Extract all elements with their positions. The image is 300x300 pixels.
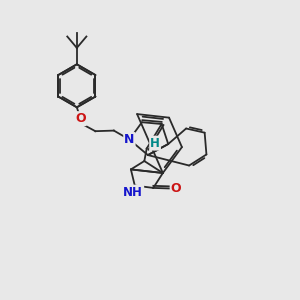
Text: NH: NH	[123, 186, 143, 199]
Text: O: O	[75, 112, 86, 125]
Text: H: H	[150, 136, 160, 150]
Text: O: O	[171, 182, 181, 195]
Text: N: N	[124, 133, 135, 146]
